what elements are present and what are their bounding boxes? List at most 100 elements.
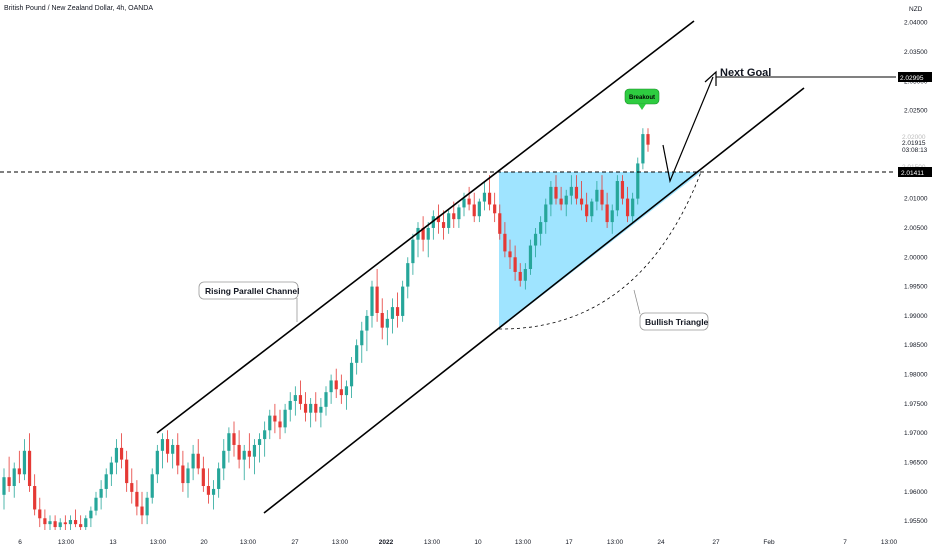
candle	[579, 181, 584, 211]
y-tick-label: 1.98500	[904, 342, 928, 349]
y-tick-label: 1.98000	[904, 372, 928, 379]
current-price-text: 2.01915	[902, 140, 926, 147]
x-tick-label: 13	[109, 539, 117, 546]
y-tick-label: 1.95500	[904, 518, 928, 525]
candle	[79, 515, 83, 530]
candle	[441, 210, 446, 240]
candle	[181, 450, 185, 492]
candle	[523, 263, 527, 290]
channel-label: Rising Parallel Channel	[205, 286, 299, 296]
triangle-label: Bullish Triangle	[645, 317, 709, 327]
candle	[641, 128, 645, 170]
axis-layer: 1.95500 1.96000 1.96500 1.97000 1.97500 1.980…	[18, 20, 928, 546]
x-tick-label: 17	[565, 539, 573, 546]
candle	[482, 181, 487, 211]
x-tick-label: 13:00	[240, 539, 257, 546]
candle	[487, 175, 492, 211]
triangle-callout[interactable]: Bullish Triangle	[633, 289, 709, 331]
candle	[574, 175, 579, 205]
candle	[380, 298, 384, 340]
candle	[365, 310, 369, 352]
candle	[431, 210, 435, 240]
candle	[349, 356, 354, 399]
candle	[605, 192, 609, 228]
candle	[615, 175, 619, 217]
breakout-callout[interactable]: Breakout	[624, 88, 660, 110]
y-tick-label: 1.96500	[904, 460, 928, 467]
candle	[298, 380, 303, 410]
candle	[370, 280, 374, 328]
breakout-label: Breakout	[629, 95, 655, 101]
countdown-text: 03:08:13	[902, 147, 928, 154]
candle	[314, 392, 318, 422]
y-tick-label: 2.00500	[904, 225, 928, 232]
candle	[252, 439, 257, 475]
y-tick-label: 1.99500	[904, 284, 928, 291]
candle	[135, 480, 139, 516]
channel-callout[interactable]: Rising Parallel Channel	[198, 281, 299, 322]
candle	[109, 456, 113, 487]
candle	[176, 433, 180, 475]
candle	[344, 380, 349, 410]
x-tick-label: 13:00	[881, 539, 898, 546]
candle	[27, 433, 32, 492]
candle	[600, 175, 604, 211]
candle	[390, 298, 395, 334]
x-tick-label: 13:00	[58, 539, 75, 546]
breakout-price-text: 2.01411	[901, 170, 924, 177]
candle	[339, 374, 343, 404]
candle	[84, 515, 88, 530]
candle	[17, 450, 21, 484]
candle	[33, 474, 37, 516]
candle	[119, 433, 124, 469]
channel-lower-line[interactable]	[263, 87, 805, 514]
candle	[334, 368, 338, 399]
candle	[263, 421, 267, 457]
y-tick-label: 1.96000	[904, 489, 928, 496]
candle	[217, 462, 221, 498]
candle	[201, 456, 205, 492]
candle	[278, 409, 282, 440]
candle	[257, 433, 262, 463]
x-tick-label: 2022	[379, 539, 394, 546]
candle	[636, 157, 640, 205]
candle	[503, 222, 507, 258]
candle	[385, 310, 389, 346]
projection-path	[662, 76, 714, 184]
candle	[43, 509, 47, 530]
channel-upper-line[interactable]	[156, 20, 695, 434]
candle	[104, 468, 108, 498]
candle	[554, 175, 558, 205]
candle	[94, 491, 98, 516]
candle	[360, 321, 364, 363]
candle	[625, 186, 630, 223]
candle	[140, 491, 144, 525]
candle	[457, 204, 461, 228]
candle	[472, 192, 476, 223]
candle	[283, 403, 287, 434]
candle	[610, 204, 614, 234]
target-price-text: 2.02995	[900, 75, 924, 82]
y-tick-label: 2.04000	[904, 20, 928, 27]
candle	[12, 462, 16, 498]
bullish-triangle-fill	[499, 172, 701, 329]
candle	[447, 210, 451, 234]
candle	[549, 181, 553, 217]
candle	[620, 175, 625, 205]
candle	[309, 398, 313, 428]
candle	[130, 468, 134, 504]
candle	[171, 439, 175, 469]
candle	[73, 509, 78, 528]
candle	[513, 245, 517, 281]
x-tick-label: 13:00	[607, 539, 624, 546]
x-tick-label: 13:00	[424, 539, 441, 546]
candle	[222, 439, 226, 481]
x-tick-label: 13:00	[515, 539, 532, 546]
candle	[477, 198, 481, 223]
candle	[426, 222, 430, 258]
candle	[191, 444, 195, 481]
candle	[293, 386, 297, 416]
candle	[559, 186, 563, 211]
candle	[48, 515, 52, 530]
